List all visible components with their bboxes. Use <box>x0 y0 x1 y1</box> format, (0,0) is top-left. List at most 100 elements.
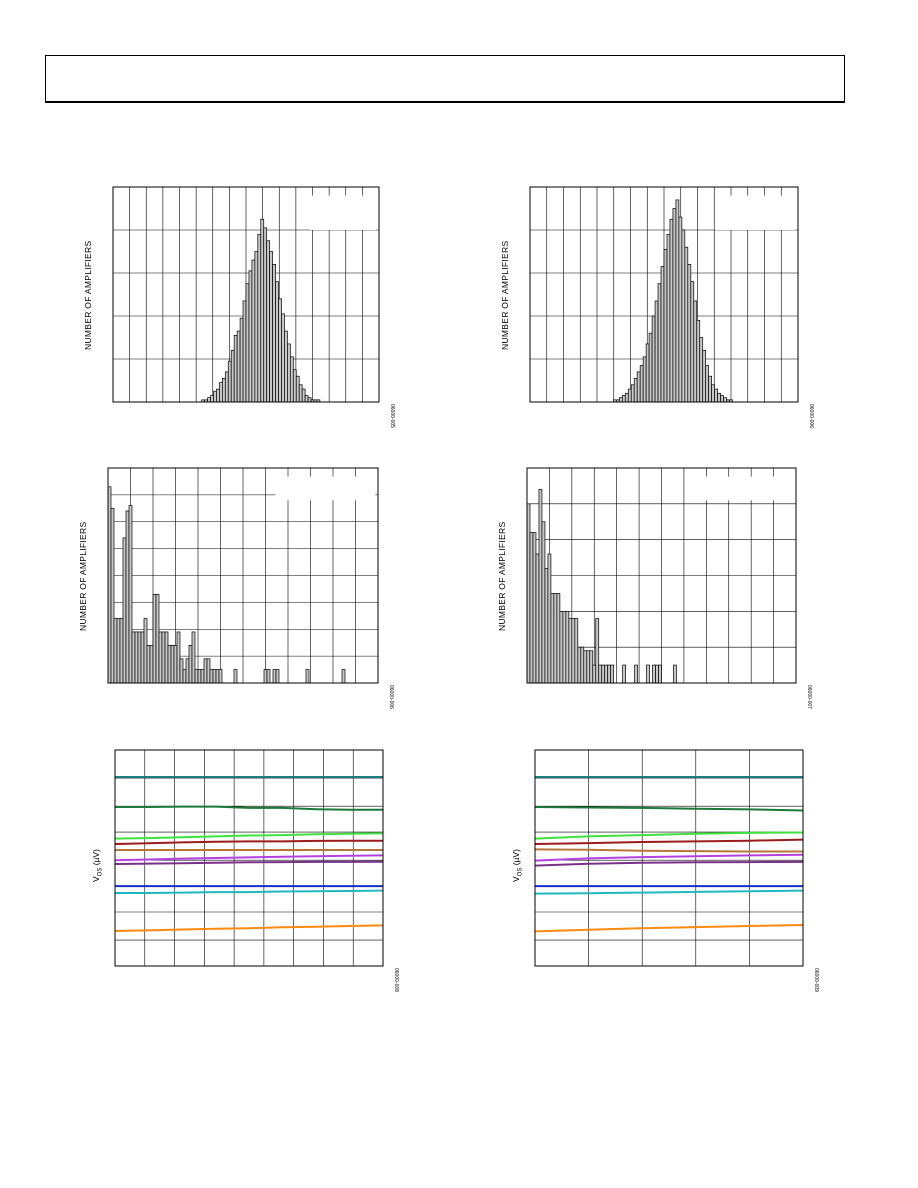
histogram-bar <box>604 664 609 684</box>
histogram-bar <box>648 332 653 403</box>
y-axis-unit: (µV) <box>511 849 521 868</box>
histogram-bar <box>601 664 606 684</box>
histogram-bar <box>119 618 124 684</box>
histogram-bar <box>224 371 229 403</box>
legend-box <box>275 476 376 501</box>
histogram-bar <box>693 300 698 403</box>
histogram-bar <box>185 658 190 684</box>
histogram-bar <box>568 618 573 684</box>
histogram-bar <box>666 233 671 403</box>
histogram-bar <box>167 645 172 684</box>
histogram-bar <box>233 335 238 403</box>
histogram-bar <box>663 249 668 403</box>
histogram-bar <box>532 532 537 684</box>
series-line <box>534 838 804 845</box>
series-line <box>534 831 804 840</box>
histogram-bar <box>122 537 127 684</box>
series-line <box>114 860 384 865</box>
histogram-bar <box>131 631 136 684</box>
histogram-bar <box>654 300 659 403</box>
histogram-bar <box>251 259 256 403</box>
histogram-bar <box>272 669 277 684</box>
plot-frame <box>107 467 379 684</box>
histogram-bar <box>633 378 638 403</box>
histogram-bar <box>266 669 271 684</box>
histogram-bar <box>158 631 163 684</box>
histogram-bar <box>341 669 346 684</box>
histogram-bar <box>236 330 241 403</box>
series-line <box>114 839 383 845</box>
histogram-bar <box>210 395 214 403</box>
histogram-bar <box>705 365 710 403</box>
histogram-bar <box>714 388 718 403</box>
histogram-bar <box>219 382 223 403</box>
histogram-bar <box>230 350 235 403</box>
histogram-bar <box>630 384 635 403</box>
series-line <box>534 848 803 853</box>
histogram-bar <box>621 395 626 403</box>
figure-id: 06000-006 <box>388 685 394 709</box>
histogram-bar <box>639 365 644 403</box>
histogram-bar <box>152 593 157 684</box>
histogram-bar <box>595 618 600 684</box>
histogram-bar <box>266 240 270 403</box>
y-axis-subscript: OS <box>517 867 524 877</box>
histogram-bar <box>191 631 196 684</box>
histogram-bar <box>669 218 674 403</box>
y-axis-label: VOS (µV) <box>91 849 104 882</box>
series-line <box>534 924 804 933</box>
histogram-bar <box>658 664 662 684</box>
histogram-bar <box>239 317 244 403</box>
histogram-bar <box>292 369 297 403</box>
histogram-bar <box>182 669 187 684</box>
histogram-bar <box>146 645 151 684</box>
histogram-bar <box>248 270 253 403</box>
histogram-bar <box>681 229 686 403</box>
histogram-bar <box>645 343 650 403</box>
histogram-bar <box>720 395 724 403</box>
figure-id: 06000-005 <box>389 404 395 428</box>
y-axis-label: NUMBER OF AMPLIFIERS <box>83 240 93 350</box>
histogram-bar <box>216 388 220 403</box>
histogram-bar <box>544 567 549 684</box>
histogram-bar <box>660 266 665 403</box>
histogram-bar <box>702 350 707 403</box>
histogram-bar <box>717 393 721 403</box>
legend-box <box>693 476 794 501</box>
series-line <box>114 832 384 840</box>
histogram-bar <box>254 251 259 403</box>
histogram-bar <box>155 593 160 684</box>
histogram-bar <box>610 664 615 684</box>
histogram-bar <box>636 371 641 403</box>
histogram-bar <box>275 669 280 684</box>
y-axis-symbol: V <box>91 876 101 882</box>
histogram-bar <box>227 360 232 403</box>
histogram-bar <box>284 330 288 403</box>
histogram-bar <box>684 246 689 403</box>
legend-box <box>714 195 796 230</box>
histogram-bar <box>125 510 130 684</box>
histogram-bar <box>627 388 632 403</box>
page-header-frame <box>45 55 845 103</box>
histogram-bar <box>278 298 282 403</box>
histogram-bar <box>188 645 193 684</box>
histogram-bar <box>622 664 626 684</box>
histogram-bar <box>583 650 588 684</box>
histogram-bar <box>257 233 262 403</box>
histogram-bar <box>607 664 612 684</box>
plot-frame <box>529 186 799 403</box>
histogram-bar <box>128 505 133 684</box>
histogram-bar <box>298 384 303 403</box>
histogram-bar <box>652 664 656 684</box>
y-axis-label: VOS (µV) <box>511 849 524 882</box>
histogram-bar <box>642 356 647 403</box>
histogram-bar <box>559 610 564 684</box>
histogram-bar <box>678 216 683 403</box>
histogram-bar <box>307 397 312 403</box>
histogram-bar <box>538 489 543 684</box>
histogram-bar <box>672 208 677 403</box>
histogram-bar <box>173 645 178 684</box>
figure-id: 06000-006 <box>808 404 814 428</box>
histogram-bar <box>137 631 142 684</box>
series-line <box>115 889 384 894</box>
